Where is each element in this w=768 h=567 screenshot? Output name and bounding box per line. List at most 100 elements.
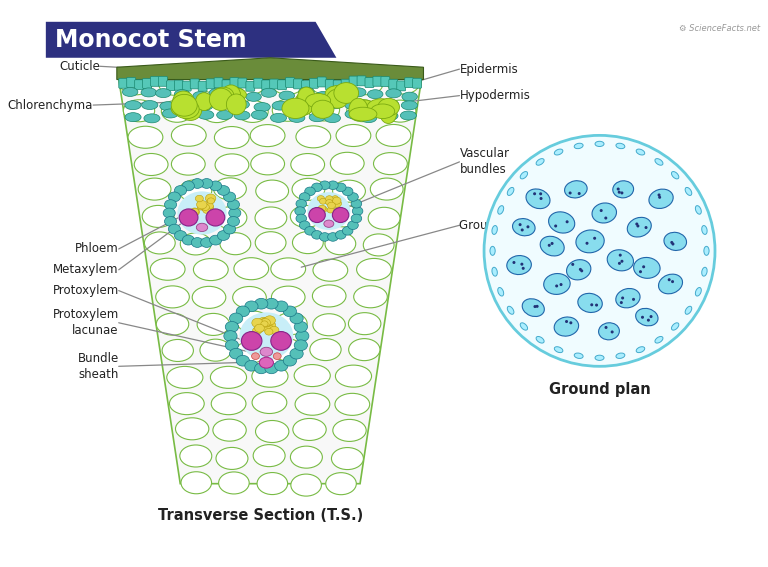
Ellipse shape — [271, 338, 303, 361]
Circle shape — [555, 285, 558, 287]
Ellipse shape — [636, 149, 644, 155]
Ellipse shape — [260, 319, 270, 327]
Ellipse shape — [554, 346, 563, 353]
Ellipse shape — [179, 100, 202, 120]
Circle shape — [667, 278, 670, 281]
Circle shape — [512, 261, 515, 264]
Ellipse shape — [300, 193, 310, 201]
FancyBboxPatch shape — [397, 81, 406, 91]
Ellipse shape — [351, 73, 383, 95]
Ellipse shape — [351, 214, 362, 223]
FancyBboxPatch shape — [302, 81, 310, 91]
Circle shape — [521, 263, 524, 266]
Ellipse shape — [142, 205, 174, 227]
Ellipse shape — [171, 124, 206, 146]
Ellipse shape — [616, 289, 640, 308]
FancyBboxPatch shape — [182, 81, 191, 91]
Circle shape — [479, 130, 720, 371]
Circle shape — [535, 305, 538, 308]
Ellipse shape — [290, 205, 322, 227]
Ellipse shape — [332, 196, 339, 201]
Ellipse shape — [327, 205, 359, 227]
Ellipse shape — [305, 187, 316, 196]
Ellipse shape — [199, 71, 231, 93]
Ellipse shape — [210, 181, 222, 191]
Ellipse shape — [291, 154, 325, 176]
Ellipse shape — [206, 196, 215, 204]
Ellipse shape — [334, 83, 359, 103]
Ellipse shape — [179, 209, 198, 226]
Ellipse shape — [227, 217, 240, 226]
Ellipse shape — [255, 363, 268, 374]
Ellipse shape — [526, 189, 550, 209]
Ellipse shape — [271, 332, 291, 350]
Circle shape — [632, 298, 635, 301]
Circle shape — [639, 270, 642, 273]
Ellipse shape — [333, 90, 349, 99]
Ellipse shape — [254, 103, 270, 112]
Ellipse shape — [305, 227, 316, 235]
Ellipse shape — [237, 100, 268, 122]
Ellipse shape — [379, 101, 397, 124]
Ellipse shape — [498, 287, 504, 296]
Circle shape — [539, 197, 542, 200]
Ellipse shape — [326, 200, 333, 205]
Circle shape — [670, 241, 674, 244]
Ellipse shape — [290, 348, 303, 359]
Ellipse shape — [257, 472, 288, 494]
Ellipse shape — [319, 198, 326, 204]
Ellipse shape — [325, 232, 356, 255]
Ellipse shape — [256, 180, 289, 202]
Ellipse shape — [201, 204, 210, 210]
Circle shape — [565, 320, 568, 323]
FancyBboxPatch shape — [262, 80, 270, 90]
Ellipse shape — [400, 111, 416, 120]
Ellipse shape — [261, 318, 271, 325]
Ellipse shape — [159, 73, 191, 95]
Ellipse shape — [181, 109, 197, 119]
Ellipse shape — [310, 113, 325, 122]
Ellipse shape — [313, 259, 348, 281]
Ellipse shape — [201, 100, 233, 122]
Ellipse shape — [671, 323, 679, 330]
Ellipse shape — [554, 317, 578, 336]
Ellipse shape — [207, 205, 214, 210]
Ellipse shape — [197, 223, 207, 231]
Ellipse shape — [598, 323, 619, 340]
Ellipse shape — [234, 111, 250, 120]
Text: Ground plan: Ground plan — [548, 382, 650, 396]
Ellipse shape — [595, 355, 604, 361]
Text: Protoxylem
lacunae: Protoxylem lacunae — [52, 308, 119, 337]
Ellipse shape — [335, 393, 369, 416]
Ellipse shape — [520, 172, 528, 179]
Ellipse shape — [283, 356, 296, 366]
Ellipse shape — [363, 103, 379, 112]
Circle shape — [657, 193, 660, 197]
Ellipse shape — [125, 101, 141, 109]
Ellipse shape — [251, 153, 285, 175]
Circle shape — [568, 192, 571, 194]
Ellipse shape — [312, 231, 323, 239]
Circle shape — [565, 220, 568, 223]
Ellipse shape — [333, 180, 366, 202]
Text: Vascular
bundles: Vascular bundles — [459, 147, 509, 176]
Ellipse shape — [196, 92, 213, 111]
FancyBboxPatch shape — [381, 77, 389, 87]
Ellipse shape — [275, 301, 288, 312]
Ellipse shape — [319, 181, 330, 189]
Ellipse shape — [346, 100, 378, 122]
Ellipse shape — [213, 87, 233, 103]
Ellipse shape — [230, 348, 243, 359]
Ellipse shape — [260, 357, 273, 368]
Ellipse shape — [253, 327, 262, 335]
Ellipse shape — [378, 98, 399, 116]
Ellipse shape — [306, 94, 330, 108]
Ellipse shape — [174, 185, 187, 196]
Ellipse shape — [160, 101, 176, 111]
Ellipse shape — [492, 226, 498, 234]
Ellipse shape — [191, 238, 204, 247]
Ellipse shape — [163, 208, 175, 218]
Ellipse shape — [522, 299, 545, 316]
Ellipse shape — [292, 179, 325, 200]
Text: Transverse Section (T.S.): Transverse Section (T.S.) — [158, 509, 363, 523]
